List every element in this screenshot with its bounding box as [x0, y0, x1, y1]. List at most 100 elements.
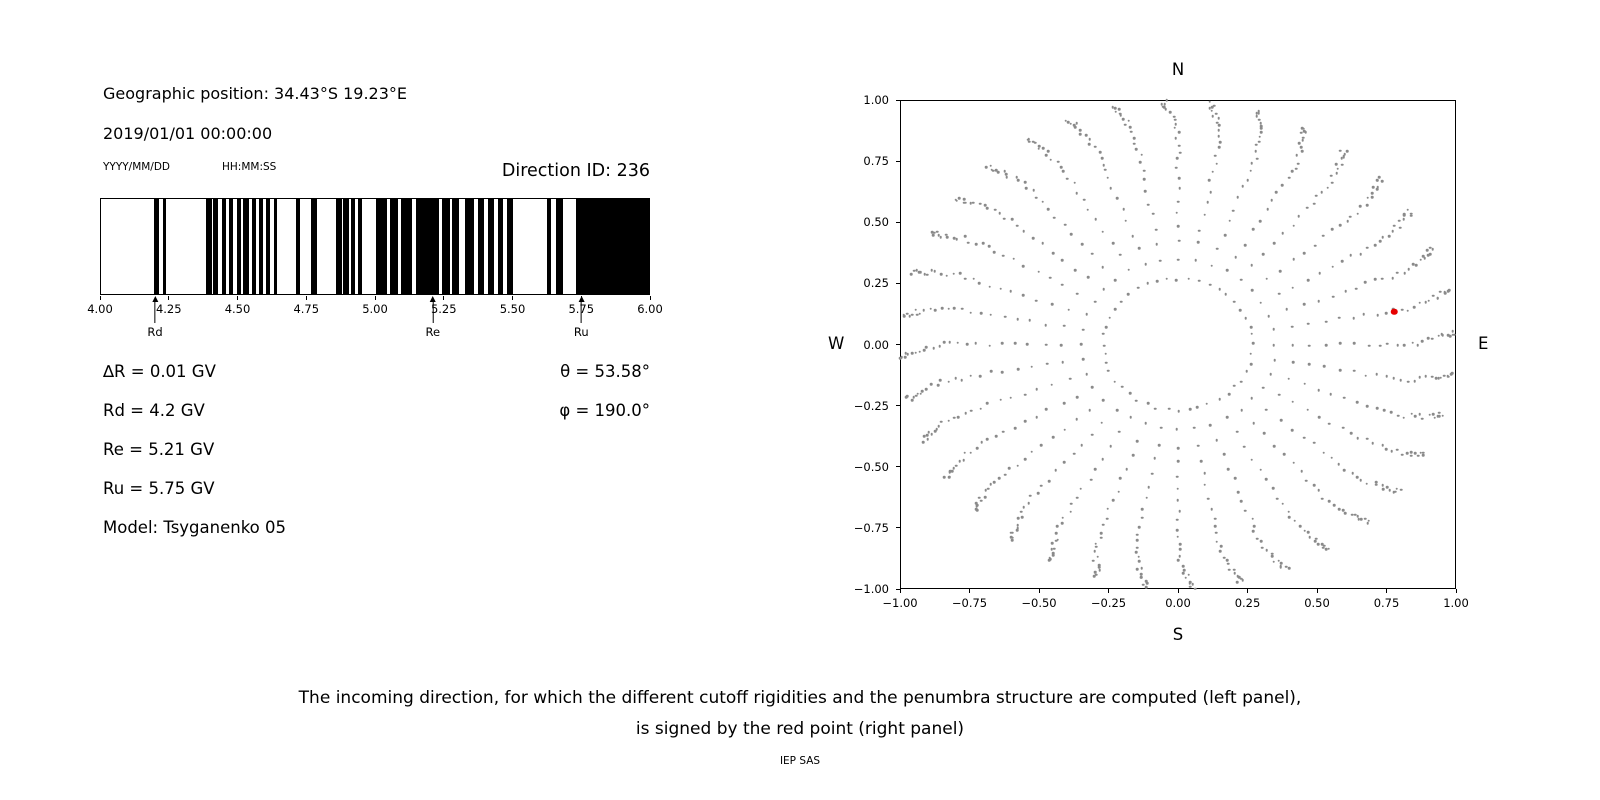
direction-dot	[1325, 343, 1328, 347]
direction-dot	[945, 274, 948, 277]
penumbra-forbidden-band	[259, 199, 264, 294]
direction-dot	[1317, 299, 1320, 303]
direction-dot	[1188, 580, 1192, 584]
direction-dot	[1356, 400, 1359, 404]
direction-dot	[1373, 244, 1377, 247]
direction-dot	[1145, 496, 1148, 499]
direction-dot	[1016, 317, 1020, 321]
direction-dot	[1144, 189, 1147, 193]
direction-dot	[1189, 585, 1192, 588]
direction-dot	[1109, 186, 1112, 190]
direction-dot	[1259, 124, 1263, 128]
direction-dot	[1275, 190, 1278, 194]
direction-dot	[1056, 160, 1060, 164]
direction-dot	[940, 306, 944, 310]
direction-dot	[1356, 437, 1360, 440]
direction-dot	[1081, 357, 1085, 361]
direction-dot	[1256, 537, 1259, 541]
penumbra-forbidden-band	[206, 199, 212, 294]
direction-dot	[1439, 376, 1442, 380]
direction-dot	[921, 440, 925, 444]
direction-dot	[1421, 451, 1425, 454]
direction-dot	[1349, 431, 1353, 435]
direction-dot	[1067, 308, 1070, 312]
direction-dot	[933, 430, 937, 433]
direction-dot	[1250, 161, 1253, 165]
direction-dot	[1385, 342, 1389, 345]
direction-dot	[1239, 278, 1243, 282]
direction-dot	[1390, 449, 1393, 453]
cutoff-marker-re: Re	[425, 296, 440, 339]
direction-dot	[1208, 100, 1211, 103]
direction-dot	[1431, 337, 1434, 341]
direction-dot	[1241, 579, 1245, 582]
direction-dot	[1412, 306, 1416, 309]
direction-dot	[1199, 459, 1203, 463]
direction-dot	[1117, 430, 1121, 434]
direction-dot	[1411, 341, 1415, 344]
direction-dot	[1184, 576, 1188, 580]
direction-dot	[1203, 213, 1207, 216]
direction-dot	[1218, 397, 1222, 401]
direction-dot	[1353, 341, 1356, 345]
direction-dot	[1213, 517, 1217, 520]
direction-dot	[975, 501, 978, 505]
direction-dot	[1063, 223, 1067, 227]
y-tick-label: −0.25	[853, 398, 889, 413]
direction-dot	[1302, 129, 1306, 133]
direction-dot	[1069, 510, 1072, 514]
x-tick-mark	[374, 296, 376, 300]
penumbra-x-axis: 4.004.254.504.755.005.255.505.756.00	[87, 296, 663, 318]
direction-dot	[1414, 263, 1418, 267]
x-tick-mark	[1038, 589, 1040, 593]
direction-dot	[1072, 124, 1076, 127]
direction-dot	[1233, 572, 1237, 575]
direction-dot	[1352, 316, 1356, 320]
direction-dot	[1241, 185, 1244, 188]
direction-dot	[1292, 258, 1295, 261]
penumbra-forbidden-band	[401, 199, 412, 294]
direction-dot	[1137, 555, 1140, 559]
direction-dot	[1088, 408, 1091, 412]
direction-dot	[1273, 241, 1276, 245]
penumbra-forbidden-band	[212, 199, 219, 294]
direction-dot	[939, 235, 942, 239]
penumbra-forbidden-band	[273, 199, 278, 294]
direction-dot	[1237, 575, 1241, 579]
direction-dot	[1009, 289, 1013, 293]
direction-dot	[1336, 167, 1340, 170]
direction-dot	[1135, 440, 1139, 443]
direction-map-panel: N S W E 1.00 0.75 0.50 0.25 0.00 −0.25 −0.50 −0…	[820, 55, 1520, 644]
direction-dot	[1342, 508, 1345, 512]
direction-dot	[1136, 286, 1140, 289]
direction-dot	[980, 441, 984, 444]
direction-dot	[1176, 535, 1179, 539]
direction-dot	[1045, 153, 1048, 157]
direction-dot	[1099, 150, 1102, 154]
direction-dot	[954, 464, 958, 467]
direction-dot	[1176, 156, 1179, 160]
direction-dot	[1346, 219, 1350, 223]
direction-dot	[1292, 224, 1296, 228]
direction-dot	[1100, 157, 1104, 160]
direction-dot	[1051, 553, 1055, 557]
direction-dot	[1326, 186, 1329, 190]
direction-dot	[903, 355, 907, 359]
direction-dot	[937, 424, 941, 428]
direction-dot	[1254, 149, 1258, 153]
direction-dot	[919, 271, 922, 274]
direction-dot	[1178, 510, 1181, 513]
direction-dot	[1078, 129, 1082, 132]
direction-dot	[1052, 216, 1056, 220]
direction-dot	[1075, 191, 1079, 195]
direction-dot	[1177, 446, 1180, 450]
direction-dot	[1302, 303, 1306, 306]
direction-dot	[1217, 128, 1220, 132]
direction-dot	[1147, 485, 1150, 489]
y-tick-label: 0.25	[863, 276, 889, 291]
direction-dot	[963, 451, 967, 454]
direction-scatter-plot	[899, 99, 1456, 590]
direction-dot	[1094, 571, 1097, 575]
direction-dot	[1113, 380, 1117, 383]
direction-dot	[994, 435, 998, 438]
